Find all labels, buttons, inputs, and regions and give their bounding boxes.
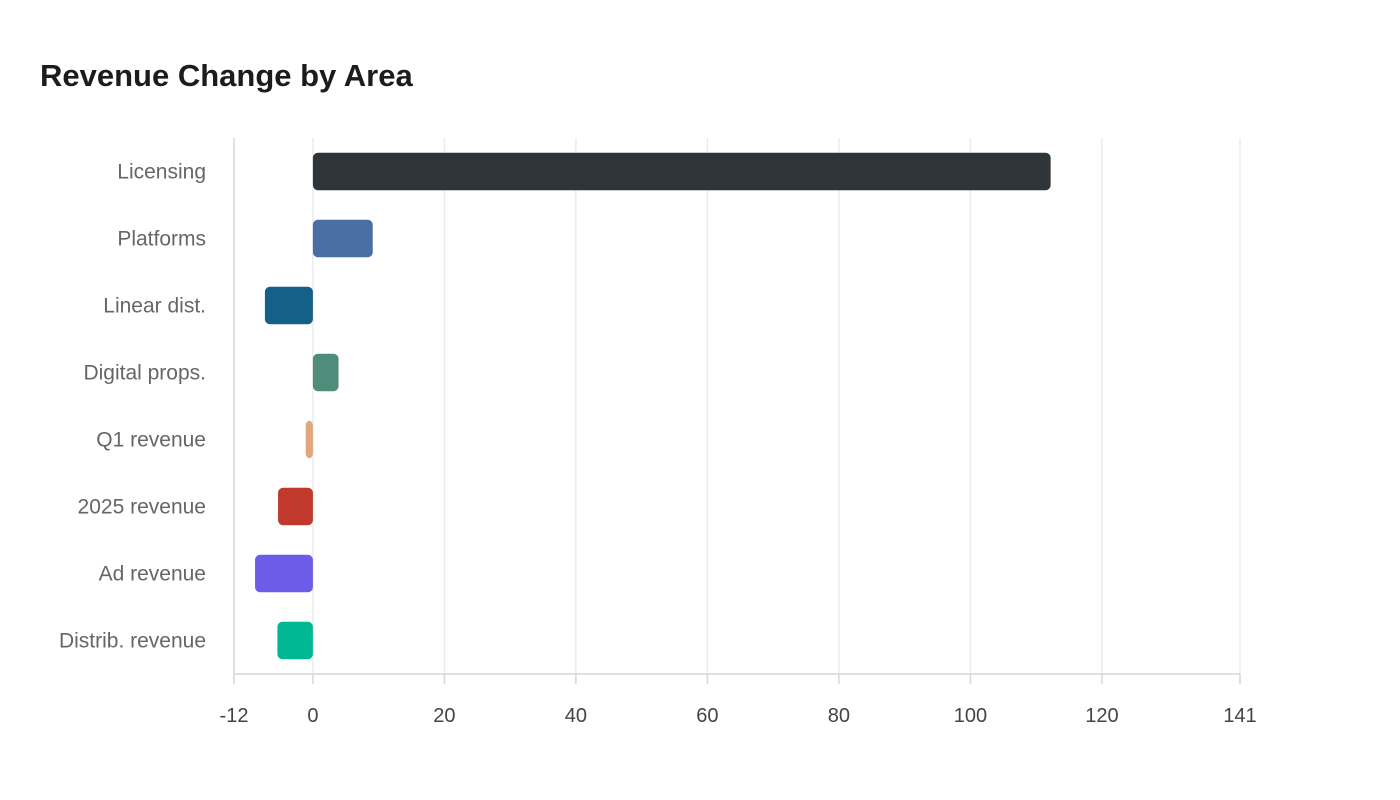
category-label: Platforms xyxy=(117,228,206,251)
bar-platforms xyxy=(312,219,373,258)
grid xyxy=(312,138,1241,674)
bar-q1-revenue xyxy=(305,420,313,459)
x-tick-label: 0 xyxy=(307,705,318,727)
category-label: Q1 revenue xyxy=(96,429,206,452)
x-tick-label: 120 xyxy=(1085,705,1118,727)
x-tick-label: 80 xyxy=(828,705,850,727)
bar-ad-revenue xyxy=(255,554,313,593)
bar-licensing xyxy=(312,152,1051,191)
bar-linear-dist xyxy=(264,286,313,325)
x-tick-label: -12 xyxy=(220,705,249,727)
x-tick-label: 60 xyxy=(696,705,718,727)
category-label: Digital props. xyxy=(83,362,206,385)
bars xyxy=(255,152,1051,660)
axes xyxy=(233,138,1241,684)
category-label: Ad revenue xyxy=(99,563,206,586)
category-label: 2025 revenue xyxy=(78,496,206,519)
bar-distrib-revenue xyxy=(277,621,313,660)
bar-2025-revenue xyxy=(278,487,313,526)
category-label: Licensing xyxy=(117,161,206,184)
x-tick-label: 100 xyxy=(954,705,987,727)
category-labels: Licensing Platforms Linear dist. Digital pr… xyxy=(59,161,206,653)
category-label: Distrib. revenue xyxy=(59,630,206,653)
x-tick-label: 40 xyxy=(565,705,587,727)
x-tick-label: 141 xyxy=(1223,705,1256,727)
tick-labels: -12 0 20 40 60 80 100 120 141 xyxy=(220,705,1257,727)
category-label: Linear dist. xyxy=(103,295,206,318)
chart-title: Revenue Change by Area xyxy=(40,58,413,93)
x-tick-label: 20 xyxy=(433,705,455,727)
bar-digital-props xyxy=(312,353,339,392)
